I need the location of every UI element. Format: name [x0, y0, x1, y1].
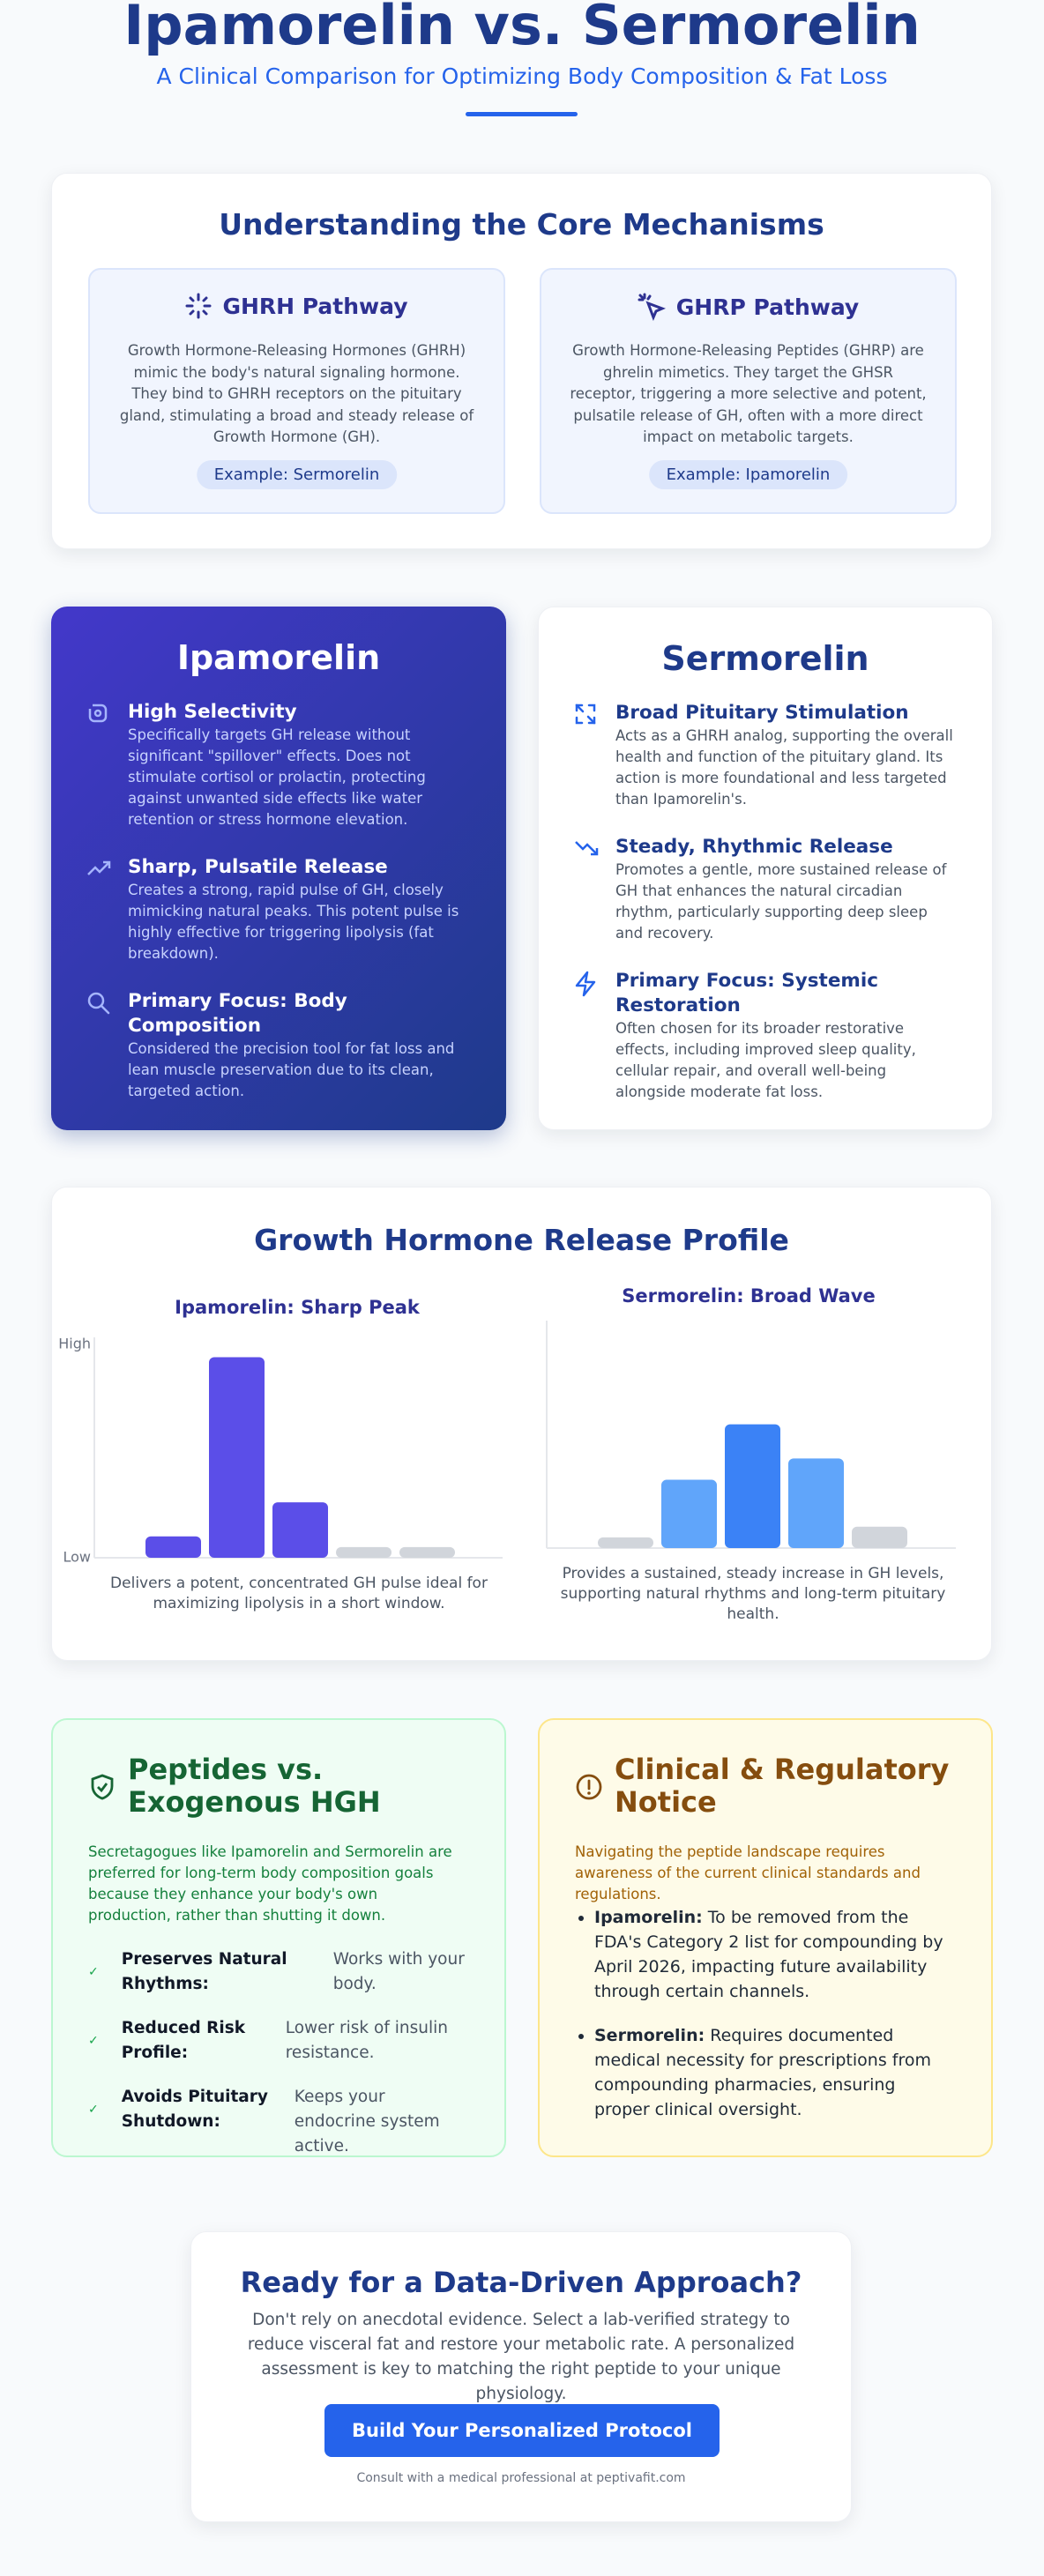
feature: Steady, Rhythmic Release Promotes a gent…	[539, 835, 992, 944]
sermorelin-card: Sermorelin Broad Pituitary Stimulation A…	[538, 607, 993, 1130]
feature-description: Specifically targets GH release without …	[128, 726, 426, 828]
y-tick-label: Low	[63, 1549, 91, 1566]
icon	[88, 704, 108, 723]
icon	[638, 293, 666, 321]
benefit-item: ✓ Preserves Natural Rhythms: Works with yo…	[88, 1947, 469, 1997]
icon	[575, 971, 596, 997]
bar	[661, 1479, 717, 1548]
pathway-card: GHRH Pathway Growth Hormone-Releasing Ho…	[88, 268, 505, 514]
notice-text: Requires documented medical necessity fo…	[594, 2026, 931, 2119]
section-title: Understanding the Core Mechanisms	[219, 207, 824, 242]
benefit-description: Keeps your endocrine system active.	[294, 2088, 440, 2155]
notice-label: Sermorelin:	[594, 2026, 705, 2045]
feature-description: Creates a strong, rapid pulse of GH, clo…	[128, 882, 459, 962]
benefit-description: Lower risk of insulin resistance.	[285, 2019, 448, 2062]
feature: Broad Pituitary Stimulation Acts as a GH…	[539, 701, 992, 810]
benefits-card: Peptides vs. Exogenous HGH Secretagogues…	[51, 1718, 506, 2157]
feature-description: Often chosen for its broader restorative…	[615, 1020, 916, 1100]
profile-card: Growth Hormone Release Profile Ipamoreli…	[51, 1187, 992, 1661]
cta-card: Ready for a Data-Driven Approach? Don't …	[190, 2231, 852, 2522]
benefit-description: Works with your body.	[332, 1950, 465, 1993]
example-pill: Example: Ipamorelin	[648, 460, 848, 489]
pathway-description: Growth Hormone-Releasing Peptides (GHRP)…	[570, 342, 927, 445]
box-intro: Secretagogues like Ipamorelin and Sermor…	[88, 1843, 452, 1924]
benefit-label: Preserves Natural Rhythms:	[121, 1950, 287, 1993]
benefit-label: Reduced Risk Profile:	[121, 2019, 246, 2062]
feature-title: Broad Pituitary Stimulation	[615, 702, 909, 724]
pathway-name: GHRH Pathway	[222, 293, 408, 319]
benefit-list: ✓ Preserves Natural Rhythms: Works with yo…	[88, 1947, 469, 2178]
bar	[725, 1424, 780, 1548]
bar	[145, 1536, 201, 1558]
bar	[399, 1546, 455, 1558]
chart-title: Ipamorelin: Sharp Peak	[175, 1297, 421, 1318]
bar	[272, 1502, 328, 1558]
box-title: Peptides vs. Exogenous HGH	[128, 1753, 381, 1819]
example-pill: Example: Sermorelin	[196, 460, 398, 489]
feature: Sharp, Pulsatile Release Creates a stron…	[51, 855, 506, 964]
icon	[576, 1774, 602, 1800]
bar	[788, 1458, 844, 1548]
cta-body: Don't rely on anecdotal evidence. Select…	[247, 2311, 795, 2403]
benefit-item: ✓ Avoids Pituitary Shutdown: Keeps your en…	[88, 2085, 469, 2159]
subtitle: A Clinical Comparison for Optimizing Bod…	[156, 63, 888, 89]
notice-label: Ipamorelin:	[594, 1908, 703, 1927]
benefit-item: ✓ Reduced Risk Profile: Lower risk of insu…	[88, 2016, 469, 2066]
box-title: Clinical & Regulatory Notice	[615, 1753, 950, 1819]
bar	[209, 1357, 265, 1558]
feature-title: Primary Focus: Systemic Restoration	[615, 970, 878, 1016]
pathway-name: GHRP Pathway	[675, 294, 860, 320]
page-title: Ipamorelin vs. Sermorelin	[123, 0, 921, 57]
pathway-description: Growth Hormone-Releasing Hormones (GHRH)…	[119, 342, 474, 445]
chart-title: Sermorelin: Broad Wave	[622, 1285, 876, 1307]
peptide-name: Ipamorelin	[176, 638, 381, 677]
profile-charts: Ipamorelin: Sharp Peak Sermorelin: Broad…	[58, 1285, 956, 1566]
feature-title: Sharp, Pulsatile Release	[128, 856, 388, 878]
box-intro: Navigating the peptide landscape require…	[575, 1843, 921, 1902]
icon	[575, 704, 596, 725]
feature-description: Promotes a gentle, more sustained releas…	[615, 861, 947, 942]
icon	[575, 841, 599, 856]
feature: High Selectivity Specifically targets GH…	[51, 700, 506, 830]
bar	[852, 1526, 907, 1548]
feature-title: Steady, Rhythmic Release	[615, 836, 893, 858]
feature: Primary Focus: Systemic Restoration Ofte…	[539, 969, 992, 1103]
icon	[91, 1774, 114, 1800]
icon	[87, 860, 111, 875]
notice-text: To be removed from the FDA's Category 2 …	[594, 1908, 943, 2001]
icon	[185, 293, 212, 319]
benefit-label: Avoids Pituitary Shutdown:	[121, 2088, 268, 2131]
pathway-card: GHRP Pathway Growth Hormone-Releasing Pe…	[540, 268, 957, 514]
notice-list: Ipamorelin: To be removed from the FDA's…	[575, 1905, 956, 2141]
feature-description: Considered the precision tool for fat lo…	[128, 1040, 455, 1099]
section-title: Growth Hormone Release Profile	[254, 1223, 789, 1257]
icon	[87, 992, 110, 1015]
peptide-name: Sermorelin	[661, 639, 869, 678]
chart-caption: Delivers a potent, concentrated GH pulse…	[110, 1575, 488, 1612]
pathway-title: GHRH Pathway	[90, 293, 503, 319]
feature-title: High Selectivity	[128, 701, 297, 723]
bar	[336, 1546, 392, 1558]
notice-card: Clinical & Regulatory Notice Navigating …	[538, 1718, 993, 2157]
feature: Primary Focus: Body Composition Consider…	[51, 989, 506, 1102]
y-tick-label: High	[58, 1336, 91, 1352]
pathway-title: GHRP Pathway	[541, 293, 955, 321]
chart-caption: Provides a sustained, steady increase in…	[560, 1565, 946, 1623]
feature-description: Acts as a GHRH analog, supporting the ov…	[615, 727, 953, 808]
mechanisms-card: Understanding the Core Mechanisms GHRH P…	[51, 173, 992, 549]
cta-footnote: Consult with a medical professional at p…	[356, 2471, 686, 2485]
feature-title: Primary Focus: Body Composition	[128, 990, 347, 1037]
cta-title: Ready for a Data-Driven Approach?	[240, 2266, 802, 2299]
ipamorelin-card: Ipamorelin High Selectivity Specifically…	[51, 607, 506, 1130]
divider	[466, 112, 578, 116]
notice-item: Sermorelin: Requires documented medical …	[594, 2023, 956, 2122]
notice-item: Ipamorelin: To be removed from the FDA's…	[594, 1905, 956, 2004]
cta-button[interactable]: Build Your Personalized Protocol	[324, 2404, 720, 2457]
bar	[598, 1537, 653, 1548]
